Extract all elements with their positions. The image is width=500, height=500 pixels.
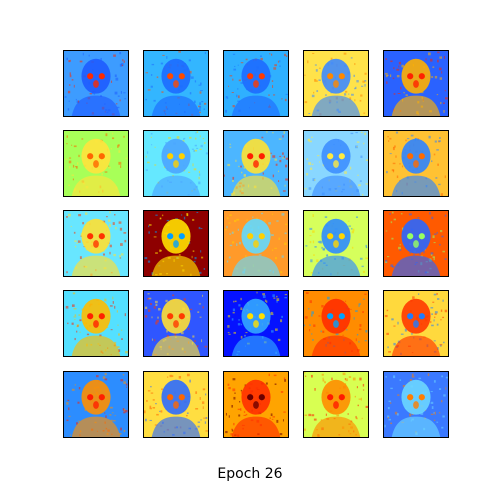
face-heatmap-tile bbox=[383, 290, 449, 357]
face-heatmap-tile bbox=[143, 130, 209, 197]
face-heatmap-tile bbox=[63, 290, 129, 357]
face-heatmap-tile bbox=[303, 50, 369, 117]
face-heatmap-tile bbox=[383, 371, 449, 438]
face-heatmap-tile bbox=[143, 290, 209, 357]
face-heatmap-tile bbox=[143, 371, 209, 438]
face-heatmap-tile bbox=[223, 210, 289, 277]
face-heatmap-tile bbox=[223, 50, 289, 117]
face-heatmap-tile bbox=[383, 210, 449, 277]
face-heatmap-tile bbox=[143, 50, 209, 117]
face-heatmap-tile bbox=[143, 210, 209, 277]
face-heatmap-tile bbox=[223, 130, 289, 197]
face-heatmap-tile bbox=[63, 371, 129, 438]
face-heatmap-tile bbox=[223, 290, 289, 357]
face-heatmap-tile bbox=[63, 50, 129, 117]
face-heatmap-tile bbox=[303, 371, 369, 438]
face-heatmap-tile bbox=[383, 130, 449, 197]
face-heatmap-tile bbox=[223, 371, 289, 438]
epoch-caption: Epoch 26 bbox=[217, 466, 283, 482]
face-heatmap-tile bbox=[303, 210, 369, 277]
face-heatmap-tile bbox=[383, 50, 449, 117]
face-heatmap-tile bbox=[303, 130, 369, 197]
face-heatmap-tile bbox=[303, 290, 369, 357]
face-heatmap-tile bbox=[63, 210, 129, 277]
face-heatmap-tile bbox=[63, 130, 129, 197]
